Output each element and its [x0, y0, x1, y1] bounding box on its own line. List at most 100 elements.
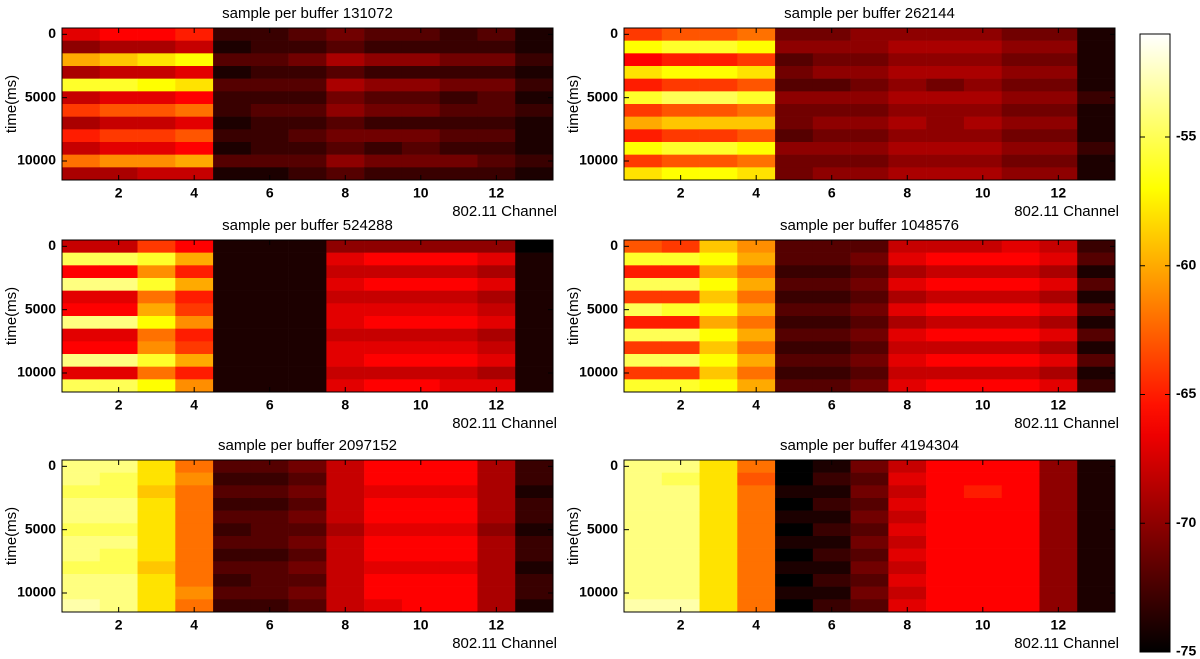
heatmap-cell — [137, 548, 176, 562]
heatmap-cell — [1039, 561, 1078, 575]
heatmap-cell — [624, 354, 663, 367]
heatmap-cell — [99, 561, 138, 575]
heatmap-cell — [364, 104, 403, 117]
heatmap-cell — [1039, 379, 1078, 393]
panel-title: sample per buffer 131072 — [222, 5, 393, 22]
heatmap-cell — [812, 460, 851, 473]
heatmap-cell — [737, 599, 776, 613]
heatmap-cell — [401, 599, 440, 613]
heatmap-cell — [477, 523, 516, 537]
heatmap-cell — [250, 53, 289, 67]
heatmap-cell — [250, 316, 289, 329]
heatmap-cell — [99, 142, 138, 155]
heatmap-cell — [99, 265, 138, 279]
heatmap-cell — [661, 78, 700, 92]
heatmap-cell — [364, 510, 403, 524]
heatmap-cell — [175, 167, 214, 181]
heatmap-cell — [515, 265, 554, 279]
heatmap-cell — [62, 586, 101, 600]
heatmap-cell — [963, 240, 1002, 253]
heatmap-cell — [1077, 28, 1116, 41]
heatmap-cell — [963, 354, 1002, 367]
heatmap-cell — [62, 116, 101, 130]
heatmap-cell — [1001, 536, 1040, 549]
heatmap-cell — [850, 252, 889, 266]
heatmap-cell — [137, 66, 176, 79]
heatmap-cell — [401, 460, 440, 473]
heatmap-cell — [175, 561, 214, 575]
heatmap-cell — [699, 28, 738, 41]
heatmap-cell — [624, 303, 663, 317]
heatmap-cell — [1001, 303, 1040, 317]
y-tick-label: 5000 — [25, 88, 56, 104]
heatmap-cell — [175, 523, 214, 537]
heatmap-cell — [699, 586, 738, 600]
heatmap-cell — [850, 536, 889, 549]
heatmap-cell — [401, 154, 440, 168]
heatmap-cell — [737, 328, 776, 342]
heatmap-cell — [661, 91, 700, 105]
heatmap-cell — [775, 91, 814, 105]
heatmap-cell — [477, 142, 516, 155]
heatmap-cell — [326, 510, 365, 524]
x-tick-label: 10 — [975, 397, 991, 413]
heatmap-cell — [775, 328, 814, 342]
heatmap-cell — [62, 303, 101, 317]
heatmap-cell — [250, 460, 289, 473]
heatmap-cell — [850, 316, 889, 329]
heatmap-cell — [288, 460, 327, 473]
heatmap-cell — [401, 586, 440, 600]
heatmap-cell — [401, 78, 440, 92]
heatmap-cell — [364, 167, 403, 181]
heatmap-cell — [661, 116, 700, 130]
heatmap-cell — [137, 523, 176, 537]
heatmap-cell — [175, 485, 214, 499]
heatmap-cell — [439, 303, 478, 317]
heatmap-cell — [99, 66, 138, 79]
heatmap-cell — [62, 240, 101, 253]
heatmap-cell — [661, 460, 700, 473]
heatmap-cell — [850, 142, 889, 155]
heatmap-cell — [775, 472, 814, 486]
heatmap-cell — [250, 574, 289, 587]
heatmap-cell — [812, 265, 851, 279]
heatmap-cell — [477, 472, 516, 486]
heatmap-cell — [99, 116, 138, 130]
heatmap-cell — [250, 91, 289, 105]
heatmap-cell — [326, 498, 365, 511]
heatmap-cell — [515, 154, 554, 168]
y-tick-label: 0 — [610, 237, 618, 253]
x-axis-label: 802.11 Channel — [1014, 203, 1119, 220]
heatmap-cell — [624, 548, 663, 562]
heatmap-cell — [1001, 278, 1040, 291]
heatmap-cell — [137, 485, 176, 499]
heatmap-cell — [288, 574, 327, 587]
heatmap-cell — [175, 252, 214, 266]
heatmap-cell — [401, 252, 440, 266]
heatmap-cell — [1001, 53, 1040, 67]
heatmap-cell — [401, 53, 440, 67]
heatmap-cell — [699, 91, 738, 105]
heatmap-cell — [326, 316, 365, 329]
heatmap-cell — [515, 460, 554, 473]
heatmap-cell — [926, 379, 965, 393]
heatmap-cell — [963, 510, 1002, 524]
heatmap-cell — [1001, 28, 1040, 41]
heatmap-cell — [364, 341, 403, 355]
heatmap-cell — [326, 574, 365, 587]
heatmap-cell — [1039, 28, 1078, 41]
heatmap-cell — [326, 116, 365, 130]
heatmap-cell — [477, 510, 516, 524]
heatmap-cell — [812, 472, 851, 486]
heatmap-cell — [926, 460, 965, 473]
heatmap-cell — [963, 498, 1002, 511]
heatmap-cell — [699, 303, 738, 317]
heatmap-cell — [775, 265, 814, 279]
heatmap-cell — [364, 265, 403, 279]
heatmap-cell — [477, 240, 516, 253]
heatmap-cell — [926, 574, 965, 587]
heatmap-cell — [850, 574, 889, 587]
heatmap-cell — [175, 472, 214, 486]
heatmap-cell — [213, 574, 252, 587]
heatmap-cell — [62, 154, 101, 168]
